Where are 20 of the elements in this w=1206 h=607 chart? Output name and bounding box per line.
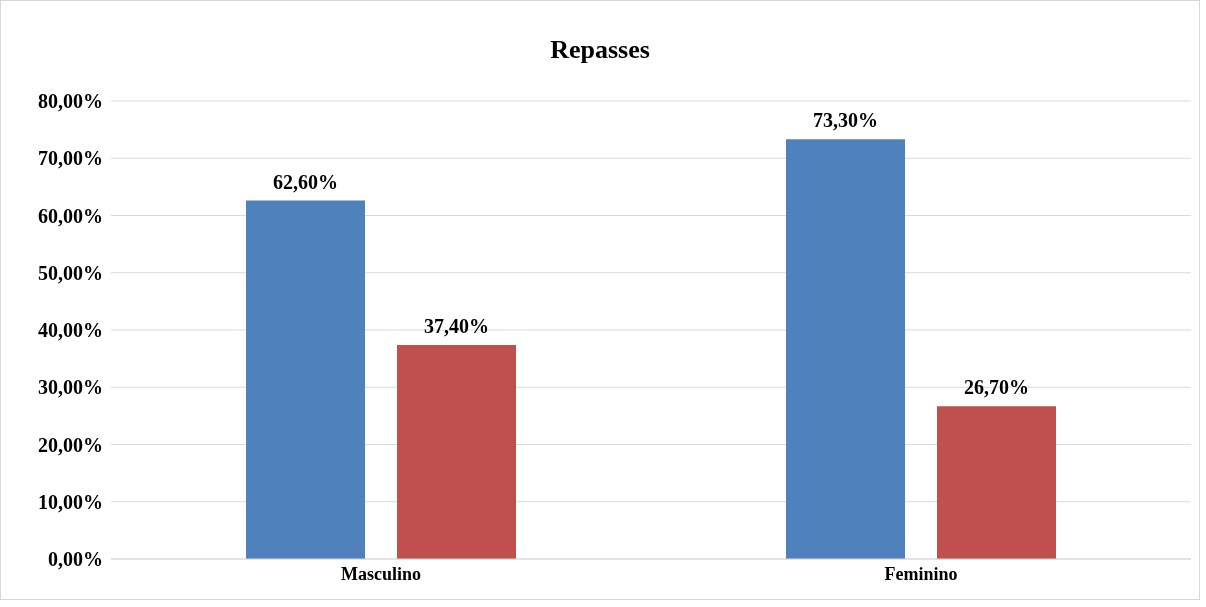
data-label: 26,70% bbox=[964, 376, 1029, 399]
data-label: 62,60% bbox=[273, 170, 338, 193]
y-tick-label: 70,00% bbox=[38, 147, 103, 170]
bar bbox=[937, 406, 1056, 559]
y-tick-label: 60,00% bbox=[38, 204, 103, 227]
bar bbox=[786, 139, 905, 559]
y-tick-label: 40,00% bbox=[38, 319, 103, 342]
y-tick-label: 10,00% bbox=[38, 490, 103, 513]
chart-title: Repasses bbox=[549, 35, 651, 65]
x-tick-label: Masculino bbox=[340, 563, 422, 584]
y-tick-label: 50,00% bbox=[38, 261, 103, 284]
y-tick-label: 20,00% bbox=[38, 433, 103, 456]
data-label: 37,40% bbox=[424, 314, 489, 337]
x-tick-label: Feminino bbox=[884, 563, 958, 584]
y-tick-label: 80,00% bbox=[38, 90, 103, 113]
bar bbox=[397, 344, 516, 559]
bar bbox=[246, 200, 365, 559]
y-tick-label: 0,00% bbox=[48, 548, 103, 571]
data-label: 73,30% bbox=[813, 109, 878, 132]
y-tick-label: 30,00% bbox=[38, 376, 103, 399]
